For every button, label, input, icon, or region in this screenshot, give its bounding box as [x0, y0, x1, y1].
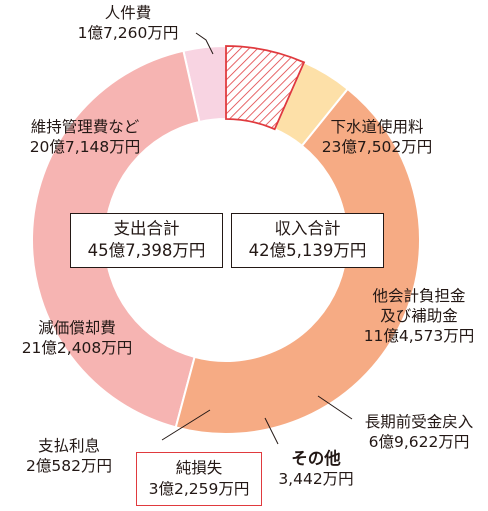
label-personnel-name: 人件費: [104, 4, 152, 22]
label-maintenance-value: 20億7,148万円: [29, 138, 141, 156]
label-net-loss-box: 純損失 3億2,259万円: [136, 452, 262, 506]
leader-line-other: [264, 417, 279, 445]
label-interest-name: 支払利息: [37, 437, 100, 455]
label-maintenance: 維持管理費など 20億7,148万円: [10, 117, 160, 157]
label-deferred-income: 長期前受金戻入 6億9,622万円: [352, 412, 486, 452]
label-other-value: 3,442万円: [278, 470, 354, 488]
label-net-loss-value: 3億2,259万円: [148, 480, 250, 498]
label-personnel: 人件費 1億7,260万円: [66, 3, 190, 43]
label-maintenance-name: 維持管理費など: [30, 118, 140, 136]
label-depreciation-name: 減価償却費: [38, 319, 116, 337]
label-depreciation: 減価償却費 21億2,408万円: [4, 318, 150, 358]
label-sewer-fee-name: 下水道使用料: [330, 118, 424, 136]
label-interest-value: 2億582万円: [26, 457, 112, 475]
expenditure-segment-1: [31, 49, 201, 429]
income-total-value: 42億5,139万円: [248, 241, 367, 260]
label-deferred-income-value: 6億9,622万円: [368, 433, 470, 451]
income-total-label: 収入合計: [274, 219, 341, 238]
label-personnel-value: 1億7,260万円: [77, 24, 179, 42]
label-interest: 支払利息 2億582万円: [4, 436, 134, 476]
label-subsidy: 他会計負担金 及び補助金 11億4,573万円: [354, 286, 484, 346]
leader-line-personnel: [195, 32, 214, 55]
label-net-loss-name: 純損失: [175, 459, 223, 477]
income-total-box: 収入合計 42億5,139万円: [231, 213, 384, 268]
label-deferred-income-name: 長期前受金戻入: [364, 413, 474, 431]
leader-line-interest: [161, 409, 211, 441]
label-sewer-fee: 下水道使用料 23億7,502万円: [312, 117, 442, 157]
expenditure-total-label: 支出合計: [113, 219, 180, 238]
label-subsidy-name-1: 他会計負担金: [372, 287, 466, 305]
expenditure-total-box: 支出合計 45億7,398万円: [70, 213, 223, 268]
expenditure-total-value: 45億7,398万円: [87, 241, 206, 260]
expenditure-segment-4: [225, 45, 306, 131]
leader-line-deferred-income: [317, 395, 353, 420]
label-subsidy-value: 11億4,573万円: [363, 327, 475, 345]
label-depreciation-value: 21億2,408万円: [21, 339, 133, 357]
label-sewer-fee-value: 23億7,502万円: [321, 138, 433, 156]
label-other: その他 3,442万円: [268, 449, 364, 489]
label-subsidy-name-2: 及び補助金: [380, 307, 458, 325]
expenditure-segment-3: [273, 61, 350, 148]
label-other-name: その他: [291, 449, 341, 468]
